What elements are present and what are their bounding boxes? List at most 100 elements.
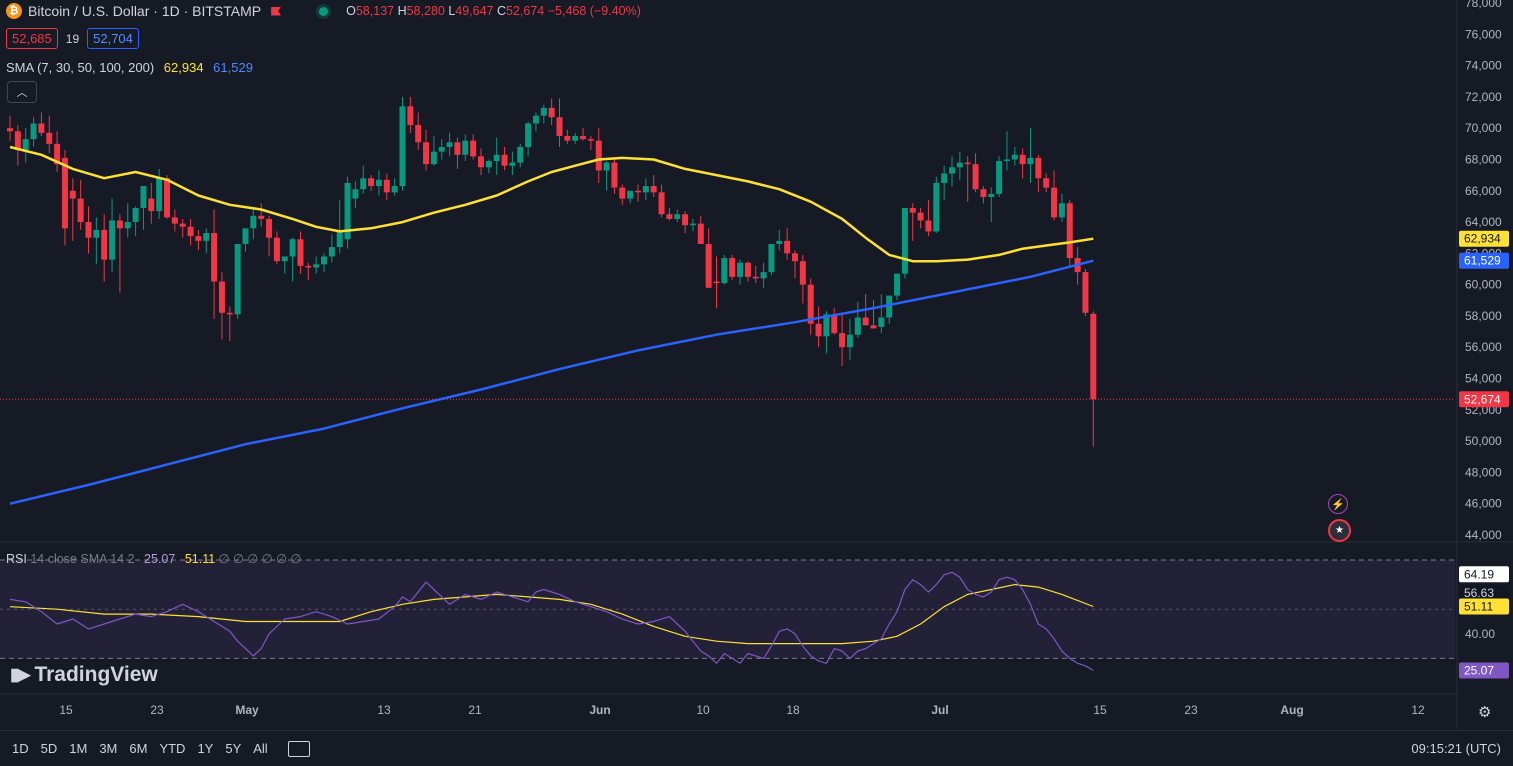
- tradingview-logo[interactable]: ▮▶ TradingView: [10, 663, 158, 687]
- time-tick-label: 10: [696, 703, 710, 717]
- timeframe-1m[interactable]: 1M: [69, 741, 88, 756]
- candle-body: [132, 207, 139, 223]
- price-tick-label: 76,000: [1465, 27, 1502, 41]
- time-tick-label: 12: [1411, 703, 1425, 717]
- time-tick-label: 15: [59, 703, 73, 717]
- candle-body: [140, 186, 147, 208]
- clock[interactable]: 09:15:21 (UTC): [1411, 741, 1501, 756]
- candle-body: [368, 178, 375, 187]
- candle-body: [972, 164, 979, 190]
- timeframe-6m[interactable]: 6M: [129, 741, 148, 756]
- candle-body: [1011, 154, 1018, 160]
- candle-body: [375, 179, 382, 187]
- price-tick-label: 54,000: [1465, 372, 1502, 386]
- sma-fast-value: 62,934: [163, 60, 204, 75]
- date-range-icon[interactable]: [287, 740, 310, 757]
- candle-body: [815, 323, 822, 337]
- timeframe-5d[interactable]: 5D: [40, 741, 58, 756]
- candle-body: [1090, 313, 1097, 400]
- sma-legend[interactable]: SMA (7, 30, 50, 100, 200) 62,934 61,529: [6, 60, 253, 75]
- flag-icon[interactable]: [271, 6, 282, 16]
- time-tick-label: 23: [1184, 703, 1198, 717]
- candle-body: [870, 325, 877, 329]
- candle-body: [933, 182, 940, 232]
- candle-body: [14, 131, 21, 151]
- candle-body: [729, 258, 736, 277]
- candle-body: [171, 217, 178, 224]
- candle-body: [336, 231, 343, 248]
- price-tick-label: 68,000: [1465, 152, 1502, 166]
- candle-body: [69, 190, 76, 199]
- candle-body: [886, 295, 893, 318]
- price-tick-label: 48,000: [1465, 465, 1502, 479]
- candle-body: [1082, 272, 1089, 313]
- time-tick-label: 13: [377, 703, 391, 717]
- candle-body: [148, 198, 155, 212]
- bitcoin-icon: ₿: [6, 3, 22, 19]
- brand-name: TradingView: [34, 663, 158, 686]
- candle-body: [894, 273, 901, 296]
- rsi-line: [9, 571, 1094, 672]
- candle-body: [1035, 157, 1042, 179]
- rsi-params: 14 close SMA 14 2: [30, 552, 135, 566]
- candle-body: [744, 262, 751, 277]
- time-tick-label: 21: [468, 703, 482, 717]
- market-status-icon[interactable]: [319, 6, 329, 16]
- timeframe-ytd[interactable]: YTD: [159, 741, 186, 756]
- rsi-ma-tag: 51.11: [1464, 599, 1493, 613]
- candle-body: [493, 154, 500, 162]
- timeframe-1y[interactable]: 1Y: [197, 741, 214, 756]
- candle-body: [807, 284, 814, 324]
- candle-body: [980, 189, 987, 198]
- candle-body: [321, 256, 327, 265]
- ohlc-readout: O58,137 H58,280 L49,647 C52,674 −5,468 (…: [346, 4, 641, 18]
- time-tick-label: Aug: [1280, 703, 1303, 717]
- candle-body: [564, 136, 571, 141]
- candle-body: [93, 229, 100, 238]
- candle-body: [846, 334, 853, 348]
- candle-body: [1027, 157, 1034, 165]
- gear-icon[interactable]: ⚙: [1478, 704, 1492, 721]
- candle-body: [305, 265, 312, 268]
- timeframe-3m[interactable]: 3M: [99, 741, 118, 756]
- candle-body: [101, 229, 108, 260]
- candle-body: [22, 139, 29, 151]
- candle-body: [901, 207, 908, 274]
- buy-button[interactable]: 52,704: [87, 28, 139, 49]
- price-tick-label: 50,000: [1465, 434, 1502, 448]
- candle-body: [776, 240, 783, 244]
- candle-body: [949, 167, 955, 174]
- candle-body: [46, 132, 53, 144]
- us-flag-icon[interactable]: ★: [1328, 519, 1351, 542]
- symbol-title[interactable]: Bitcoin / U.S. Dollar · 1D · BITSTAMP: [28, 3, 262, 19]
- candle-body: [430, 151, 437, 165]
- rsi-tick-upper-bg: [1459, 566, 1509, 583]
- candle-body: [705, 243, 712, 288]
- candle-body: [532, 115, 539, 124]
- candle-body: [1058, 203, 1065, 218]
- rsi-legend[interactable]: RSI 14 close SMA 14 2 25.07 51.11 ∅ ∅ ∅ …: [6, 551, 301, 566]
- timeframe-all[interactable]: All: [253, 741, 268, 756]
- candle-body: [54, 143, 61, 165]
- candle-body: [595, 140, 602, 171]
- tradingview-mark-icon: ▮▶: [10, 665, 30, 684]
- candle-body: [116, 220, 123, 229]
- collapse-legend-button[interactable]: ︿: [7, 81, 37, 103]
- spread-value: 19: [65, 31, 80, 46]
- price-tick-label: 66,000: [1465, 184, 1502, 198]
- candle-body: [627, 190, 634, 199]
- lightning-icon[interactable]: ⚡: [1328, 494, 1348, 514]
- timeframe-5y[interactable]: 5Y: [225, 741, 242, 756]
- candle-body: [862, 317, 869, 326]
- price-tick-label: 60,000: [1465, 278, 1502, 292]
- sma-fast-tag: 62,934: [1464, 232, 1501, 246]
- sell-button[interactable]: 52,685: [6, 28, 58, 49]
- timeframe-1d[interactable]: 1D: [12, 741, 29, 756]
- rsi-label: RSI: [6, 552, 27, 566]
- candle-body: [752, 276, 759, 279]
- candle-body: [784, 240, 791, 254]
- candle-body: [109, 220, 116, 260]
- price-tick-label: 64,000: [1465, 215, 1502, 229]
- price-tick-label: 44,000: [1465, 528, 1502, 542]
